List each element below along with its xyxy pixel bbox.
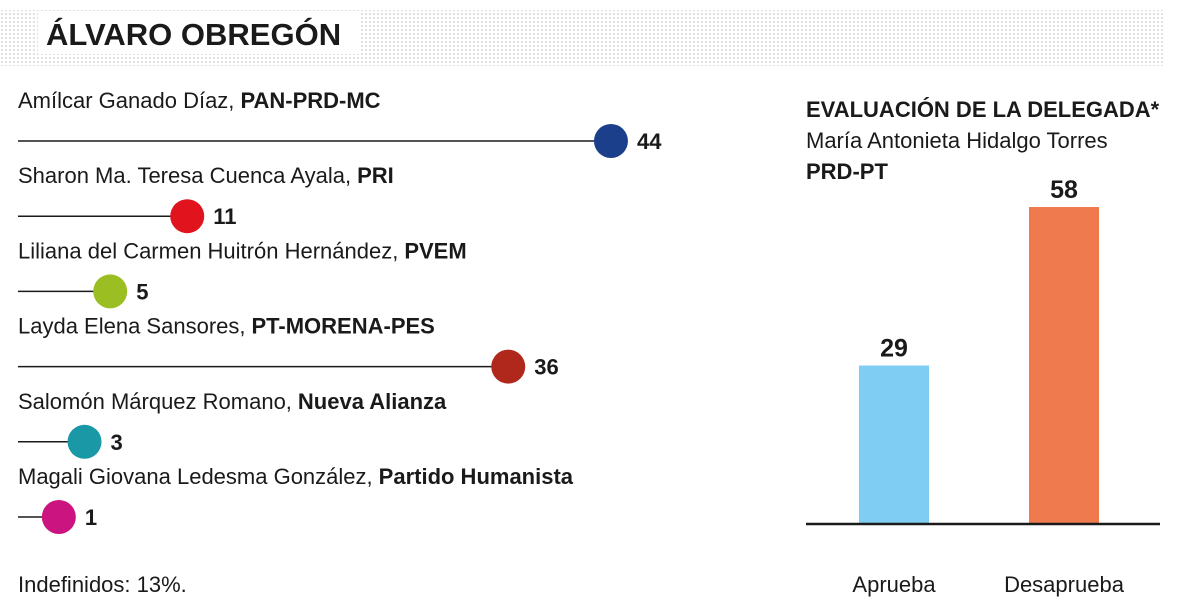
lollipop-dot xyxy=(170,199,205,234)
category-label: Aprueba xyxy=(852,572,936,597)
party-name: Nueva Alianza xyxy=(298,389,447,414)
candidate-name: Salomón Márquez Romano, xyxy=(18,389,292,414)
value-label: 5 xyxy=(136,279,148,304)
lollipop-dot xyxy=(67,424,102,459)
candidate-label: Salomón Márquez Romano, Nueva Alianza xyxy=(18,389,447,414)
footer-note: Indefinidos: 13%. xyxy=(18,572,187,597)
lollipop-dot xyxy=(593,124,628,158)
candidate-name: Liliana del Carmen Huitrón Hernández, xyxy=(18,238,398,263)
candidate-label: Magali Giovana Ledesma González, Partido … xyxy=(18,464,574,489)
header-title-bg xyxy=(38,12,360,54)
party-name: PRI xyxy=(357,163,394,188)
chart-subtitle: María Antonieta Hidalgo Torres xyxy=(806,128,1108,153)
chart-title: EVALUACIÓN DE LA DELEGADA* xyxy=(806,97,1160,122)
chart-party: PRD-PT xyxy=(806,159,888,184)
value-label: 29 xyxy=(880,335,908,363)
lollipop-dot xyxy=(491,349,526,384)
candidate-name: Layda Elena Sansores, xyxy=(18,314,246,339)
value-label: 36 xyxy=(534,355,558,380)
category-label: Desaprueba xyxy=(1004,572,1125,597)
value-label: 11 xyxy=(213,204,236,229)
candidate-label: Layda Elena Sansores, PT-MORENA-PES xyxy=(18,314,435,339)
header-title: ÁLVARO OBREGÓN xyxy=(46,16,341,52)
value-label: 3 xyxy=(111,430,123,455)
party-name: PVEM xyxy=(404,238,466,263)
candidate-label: Liliana del Carmen Huitrón Hernández, PVE… xyxy=(18,238,467,263)
party-name: Partido Humanista xyxy=(379,464,574,489)
value-label: 44 xyxy=(637,129,662,154)
value-label: 58 xyxy=(1050,176,1078,204)
candidate-name: Magali Giovana Ledesma González, xyxy=(18,464,373,489)
lollipop-dot xyxy=(41,500,76,534)
lollipop-dot xyxy=(93,274,128,309)
party-name: PT-MORENA-PES xyxy=(252,314,435,339)
candidate-name: Sharon Ma. Teresa Cuenca Ayala, xyxy=(18,163,351,188)
bar xyxy=(1029,207,1099,524)
candidate-name: Amílcar Ganado Díaz, xyxy=(18,88,234,113)
candidate-label: Sharon Ma. Teresa Cuenca Ayala, PRI xyxy=(18,163,394,188)
value-label: 1 xyxy=(85,505,97,530)
party-name: PAN-PRD-MC xyxy=(240,88,380,113)
bar xyxy=(859,365,929,524)
candidate-label: Amílcar Ganado Díaz, PAN-PRD-MC xyxy=(18,88,381,113)
